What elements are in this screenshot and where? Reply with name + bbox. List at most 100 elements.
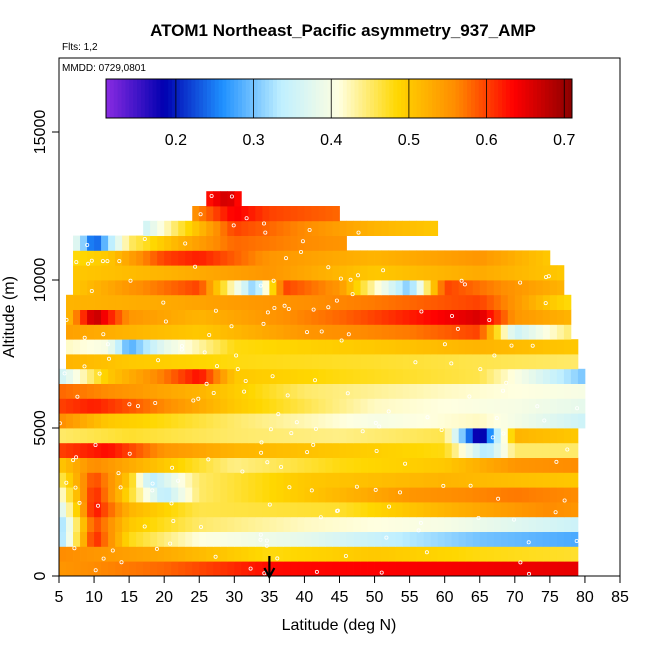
colorbar-segment: [175, 79, 181, 118]
heatmap-cell: [297, 309, 305, 325]
heatmap-cell: [381, 442, 389, 458]
heatmap-cell: [101, 428, 109, 444]
heatmap-cell: [493, 265, 502, 281]
heatmap-cell: [178, 294, 186, 310]
heatmap-cell: [318, 398, 326, 414]
heatmap-cell: [108, 324, 116, 340]
heatmap-cell: [220, 516, 228, 532]
heatmap-cell: [80, 324, 88, 340]
heatmap-cell: [171, 561, 179, 577]
heatmap-cell: [297, 413, 305, 429]
heatmap-cell: [241, 354, 249, 370]
observation-point: [413, 360, 418, 365]
heatmap-cell: [479, 457, 488, 473]
observation-point: [339, 338, 344, 343]
heatmap-cell: [157, 502, 165, 518]
heatmap-cell: [325, 220, 333, 236]
heatmap-cell: [248, 502, 256, 518]
observation-point: [518, 280, 523, 285]
heatmap-cell: [178, 502, 186, 518]
heatmap-cell: [325, 280, 333, 296]
heatmap-cell: [332, 561, 340, 577]
heatmap-cell: [507, 561, 516, 577]
heatmap-cell: [549, 294, 558, 310]
heatmap-cell: [94, 487, 102, 503]
heatmap-cell: [122, 531, 130, 547]
heatmap-cell: [213, 383, 221, 399]
heatmap-cell: [143, 324, 151, 340]
heatmap-cell: [430, 516, 439, 532]
heatmap-cell: [458, 546, 467, 562]
heatmap-cell: [206, 383, 214, 399]
heatmap-cell: [241, 457, 249, 473]
heatmap-cell: [486, 294, 495, 310]
heatmap-cell: [185, 309, 193, 325]
heatmap-cell: [199, 502, 207, 518]
heatmap-cell: [171, 309, 179, 325]
heatmap-cell: [311, 309, 319, 325]
heatmap-cell: [136, 265, 144, 281]
heatmap-cell: [388, 413, 396, 429]
heatmap-cell: [290, 398, 298, 414]
heatmap-cell: [486, 561, 495, 577]
colorbar-segment: [517, 79, 523, 118]
heatmap-cell: [437, 457, 446, 473]
colorbar-segment: [424, 79, 429, 118]
heatmap-cell: [262, 280, 270, 296]
heatmap-cell: [542, 516, 551, 532]
heatmap-cell: [535, 265, 544, 281]
heatmap-cell: [444, 339, 453, 355]
colorbar-segment: [288, 79, 293, 118]
heatmap-cell: [150, 561, 158, 577]
heatmap-cell: [269, 265, 277, 281]
heatmap-cell: [262, 546, 270, 562]
heatmap-cell: [248, 531, 256, 547]
observation-point: [305, 450, 310, 455]
heatmap-cell: [171, 428, 179, 444]
heatmap-cell: [136, 502, 144, 518]
heatmap-cell: [507, 487, 516, 503]
heatmap-cell: [542, 457, 551, 473]
heatmap-cell: [395, 294, 404, 310]
heatmap-cell: [430, 280, 439, 296]
heatmap-cell: [94, 398, 102, 414]
colorbar-segment: [214, 79, 220, 118]
heatmap-cell: [423, 428, 432, 444]
heatmap-cell: [80, 531, 88, 547]
observation-point: [355, 273, 360, 278]
heatmap-cell: [129, 324, 137, 340]
heatmap-cell: [500, 368, 509, 384]
heatmap-cell: [234, 457, 242, 473]
y-tick-label: 15000: [32, 110, 49, 155]
heatmap-cell: [381, 309, 389, 325]
heatmap-cell: [500, 457, 509, 473]
colorbar-segment: [280, 79, 286, 118]
heatmap-cell: [80, 516, 88, 532]
heatmap-cell: [528, 383, 537, 399]
heatmap-cell: [493, 294, 502, 310]
observation-point: [89, 288, 94, 293]
heatmap-cell: [108, 354, 116, 370]
heatmap-cell: [479, 339, 488, 355]
heatmap-cell: [339, 235, 347, 251]
heatmap-cell: [192, 280, 200, 296]
heatmap-cell: [269, 294, 277, 310]
x-tick-label: 60: [436, 589, 454, 606]
heatmap-cell: [479, 383, 488, 399]
colorbar-segment: [133, 79, 138, 118]
heatmap-cell: [304, 413, 312, 429]
heatmap-cell: [521, 531, 530, 547]
heatmap-cell: [542, 413, 551, 429]
heatmap-cell: [66, 487, 74, 503]
heatmap-cell: [157, 531, 165, 547]
heatmap-cell: [241, 235, 249, 251]
x-axis-label: Latitude (deg N): [282, 617, 397, 634]
heatmap-cell: [227, 428, 235, 444]
heatmap-cell: [409, 339, 418, 355]
observation-point: [77, 500, 82, 505]
heatmap-cell: [577, 398, 586, 414]
heatmap-cell: [430, 546, 439, 562]
heatmap-cell: [136, 368, 144, 384]
heatmap-cell: [353, 265, 361, 281]
heatmap-cell: [150, 265, 158, 281]
